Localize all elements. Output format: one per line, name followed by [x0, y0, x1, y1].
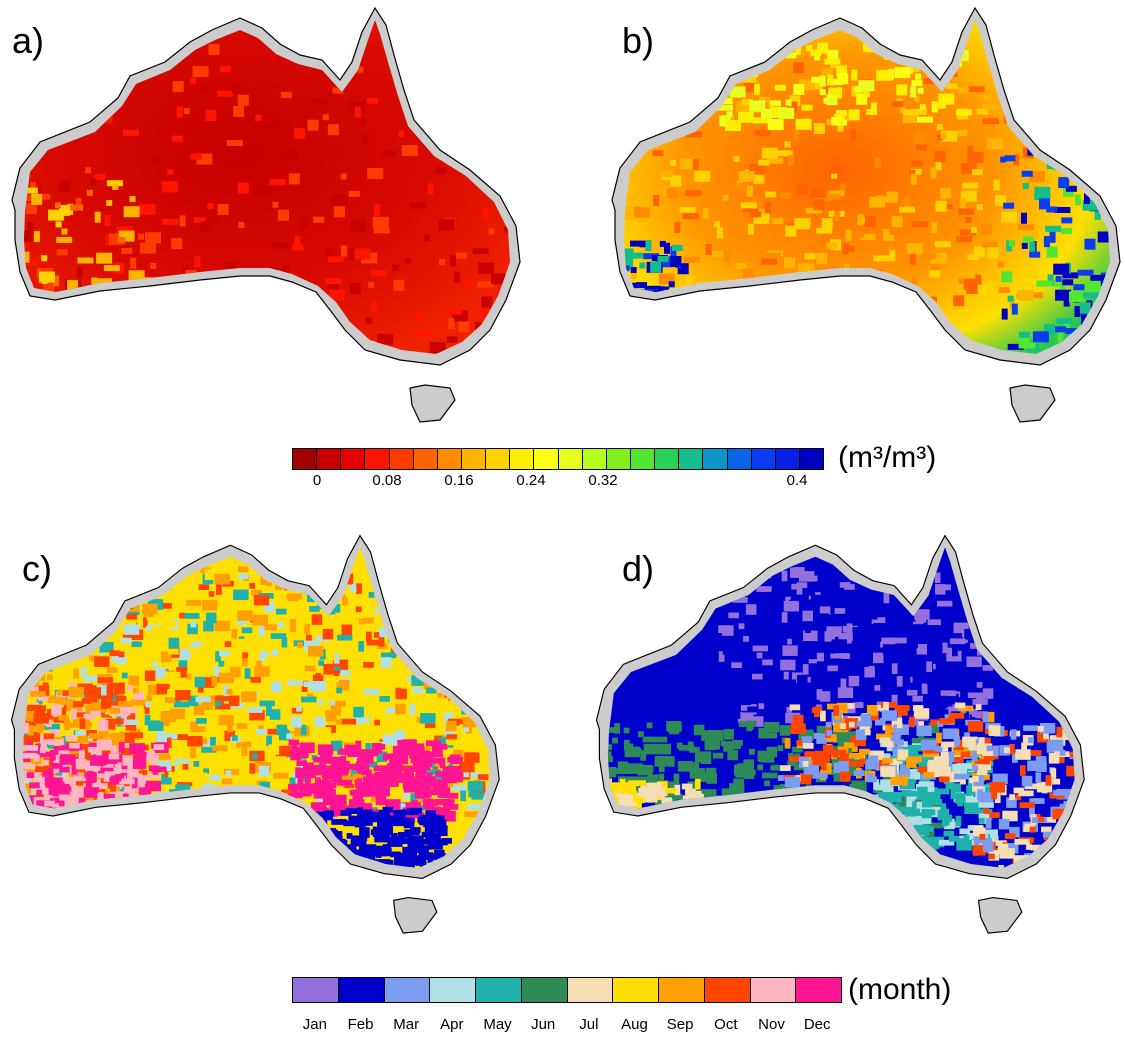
colorbar-tick-label: Aug — [621, 1016, 648, 1033]
panel-b-map — [611, 7, 1121, 423]
colorbar-tick-label: Oct — [714, 1016, 738, 1033]
tasmania-outline — [409, 384, 456, 423]
tasmania-outline — [1009, 384, 1056, 423]
data-field — [624, 20, 1110, 354]
colorbar-swatch — [413, 449, 438, 469]
colorbar-swatch — [613, 978, 659, 1002]
colorbar-tick-label: 0 — [312, 472, 322, 489]
panel-label-a: a) — [12, 20, 45, 61]
panel-label-b: b) — [622, 20, 655, 61]
panel-a-map — [11, 7, 521, 423]
colorbar-tick-label: Sep — [666, 1016, 694, 1033]
panel-label-d: d) — [622, 548, 655, 589]
month-colorbar — [292, 977, 842, 1003]
colorbar-tick-label: Feb — [347, 1016, 374, 1033]
colorbar-swatch — [317, 449, 342, 469]
colorbar-swatch — [750, 978, 797, 1002]
colorbar-tick-label: May — [483, 1016, 512, 1033]
colorbar-swatch — [606, 449, 631, 469]
month-units-label: (month) — [848, 973, 952, 1006]
tasmania-outline — [978, 897, 1023, 934]
colorbar-tick-label: Mar — [393, 1016, 420, 1033]
colorbar-swatch — [338, 978, 385, 1002]
colorbar-swatch — [796, 978, 841, 1002]
colorbar-swatch — [655, 449, 680, 469]
moisture-units-label: (m³/m³) — [838, 441, 937, 474]
colorbar-swatch — [461, 449, 487, 469]
colorbar-swatch — [659, 978, 705, 1002]
colorbar-swatch — [521, 978, 568, 1002]
colorbar-tick-label: Apr — [440, 1016, 464, 1033]
colorbar-tick-label: Nov — [758, 1016, 785, 1033]
colorbar-tick-label: Jan — [302, 1016, 327, 1033]
colorbar-swatch — [476, 978, 522, 1002]
colorbar-swatch — [341, 449, 366, 469]
moisture-colorbar — [292, 448, 824, 470]
colorbar-tick-label: Dec — [803, 1016, 831, 1033]
data-field — [23, 547, 490, 868]
colorbar-tick-label: 0.24 — [516, 472, 546, 489]
colorbar-swatch — [510, 449, 535, 469]
colorbar-swatch — [704, 978, 751, 1002]
colorbar-swatch — [558, 449, 583, 469]
colorbar-tick-label: 0.32 — [588, 472, 618, 489]
colorbar-swatch — [437, 449, 462, 469]
colorbar-swatch — [389, 449, 414, 469]
data-field — [608, 547, 1075, 868]
colorbar-tick-label: Jun — [531, 1016, 556, 1033]
tasmania-outline — [393, 897, 438, 934]
colorbar-swatch — [727, 449, 752, 469]
colorbar-swatch — [751, 449, 776, 469]
data-field — [24, 20, 510, 354]
colorbar-swatch — [567, 978, 614, 1002]
panel-label-c: c) — [22, 548, 52, 589]
colorbar-swatch — [430, 978, 476, 1002]
colorbar-swatch — [365, 449, 390, 469]
colorbar-swatch — [293, 978, 339, 1002]
colorbar-tick-label: 0.16 — [444, 472, 474, 489]
panel-c-map — [10, 535, 500, 934]
colorbar-swatch — [630, 449, 656, 469]
colorbar-swatch — [384, 978, 431, 1002]
colorbar-swatch — [703, 449, 728, 469]
colorbar-tick-label: Jul — [579, 1016, 599, 1033]
colorbar-swatch — [799, 449, 824, 469]
colorbar-tick-label: 0.4 — [786, 472, 808, 489]
colorbar-swatch — [582, 449, 607, 469]
colorbar-swatch — [534, 449, 559, 469]
colorbar-swatch — [775, 449, 800, 469]
colorbar-tick-label: 0.08 — [372, 472, 402, 489]
panel-d-map — [595, 535, 1085, 934]
colorbar-swatch — [486, 449, 511, 469]
colorbar-swatch — [679, 449, 704, 469]
colorbar-swatch — [293, 449, 318, 469]
